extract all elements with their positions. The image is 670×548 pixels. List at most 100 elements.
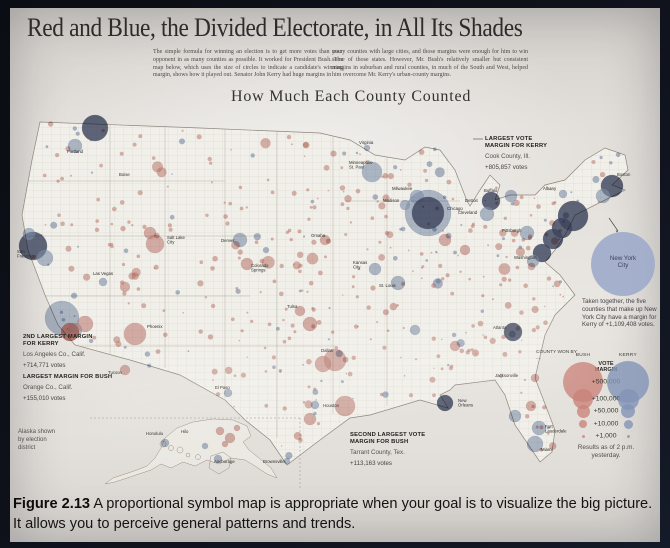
county-circle — [334, 345, 338, 350]
county-circle — [166, 185, 169, 188]
major-county-circle — [60, 322, 80, 342]
county-circle — [419, 252, 424, 256]
county-circle — [457, 254, 459, 257]
county-circle — [303, 155, 306, 157]
legend-value: +50,000 — [593, 407, 619, 415]
city-labels: Portland Boise Salt Lake City San Francisco La… — [17, 140, 631, 464]
county-circle — [96, 197, 100, 202]
county-circle — [65, 245, 72, 252]
county-circle — [115, 341, 122, 347]
county-circle — [424, 178, 429, 183]
city-label: Omaha — [311, 233, 326, 238]
county-circle — [340, 202, 345, 207]
major-county-circle — [558, 189, 568, 199]
county-circle — [529, 214, 533, 217]
major-county-circle — [368, 262, 382, 276]
major-county-circle — [81, 114, 109, 142]
county-circle — [501, 334, 506, 340]
major-county-circle — [310, 400, 320, 410]
county-circle — [110, 222, 114, 226]
major-county-circle — [409, 324, 421, 336]
major-county-circle — [361, 161, 383, 183]
county-circle — [310, 199, 315, 204]
county-circle — [477, 320, 484, 327]
county-circle — [123, 345, 127, 349]
city-label: Houston — [323, 403, 340, 408]
county-circle — [179, 138, 185, 145]
county-circle — [136, 254, 141, 259]
county-circle — [233, 405, 235, 408]
county-circle — [199, 260, 204, 264]
county-circle — [384, 214, 388, 219]
county-circle — [238, 185, 243, 190]
county-circle — [498, 263, 511, 275]
county-circle — [450, 291, 455, 296]
county-circle — [327, 338, 330, 341]
county-circle — [144, 351, 151, 357]
county-circle — [289, 237, 293, 242]
county-circle — [420, 277, 423, 280]
county-circle — [94, 227, 100, 232]
county-circle — [298, 289, 302, 293]
county-circle — [446, 179, 452, 185]
city-label: Brownsville — [263, 459, 285, 464]
major-county-circle — [334, 395, 356, 417]
us-outline — [21, 121, 629, 466]
city-label: Madison — [383, 198, 400, 203]
county-circle — [290, 143, 293, 146]
poster-title: Red and Blue, the Divided Electorate, in… — [27, 13, 523, 42]
annotation-heading: LARGEST MARGIN FOR BUSH — [23, 374, 113, 380]
county-circle — [181, 129, 184, 132]
county-circle — [342, 294, 344, 296]
county-circle — [453, 250, 457, 255]
county-circle — [216, 392, 221, 397]
county-circle — [182, 311, 185, 314]
county-circle — [261, 256, 275, 269]
city-label: Milwaukee — [392, 186, 413, 191]
county-circle — [414, 358, 418, 361]
county-circle — [316, 422, 321, 426]
county-circle — [306, 358, 312, 365]
county-circle — [536, 204, 541, 209]
county-circle — [531, 305, 539, 314]
major-county-circle — [119, 364, 131, 376]
major-county-circle — [411, 196, 445, 230]
county-circle — [546, 276, 552, 281]
annotation-value: +714,771 votes — [23, 362, 66, 370]
county-circle — [438, 263, 443, 268]
county-circle — [264, 370, 268, 373]
county-circle — [519, 310, 524, 315]
major-county-circle — [526, 435, 544, 453]
county-circle — [250, 153, 255, 158]
county-circle — [175, 290, 180, 295]
county-circle — [346, 206, 350, 211]
county-circle — [432, 393, 436, 398]
county-circle — [230, 148, 232, 151]
annotation-value: +113,163 votes — [350, 460, 393, 468]
county-circle — [521, 339, 523, 342]
county-circle — [382, 173, 389, 179]
map-legend: COUNTY WON BY .... BUSH KERRY VOTE MARGI… — [536, 348, 660, 464]
city-label: Tucson — [108, 370, 123, 375]
city-label: Phoenix — [147, 324, 163, 329]
county-circle — [264, 403, 269, 408]
county-circle — [55, 153, 60, 158]
county-circle — [342, 190, 345, 193]
county-circle — [503, 216, 507, 220]
county-circle — [487, 244, 489, 247]
major-county-circle — [399, 199, 411, 211]
legend-bush-header: BUSH — [575, 353, 591, 358]
major-county-circles — [18, 114, 624, 465]
legend-circle-kerry — [626, 434, 630, 438]
county-circle — [151, 156, 156, 160]
city-label: Jacksonville — [495, 373, 519, 378]
county-circle — [263, 346, 267, 350]
county-circle — [382, 345, 387, 350]
county-circle — [547, 432, 550, 435]
county-circle — [171, 173, 173, 175]
county-circle — [435, 278, 441, 284]
county-circle — [344, 195, 352, 203]
major-county-circle — [459, 244, 471, 256]
city-label: Portland — [67, 149, 84, 154]
